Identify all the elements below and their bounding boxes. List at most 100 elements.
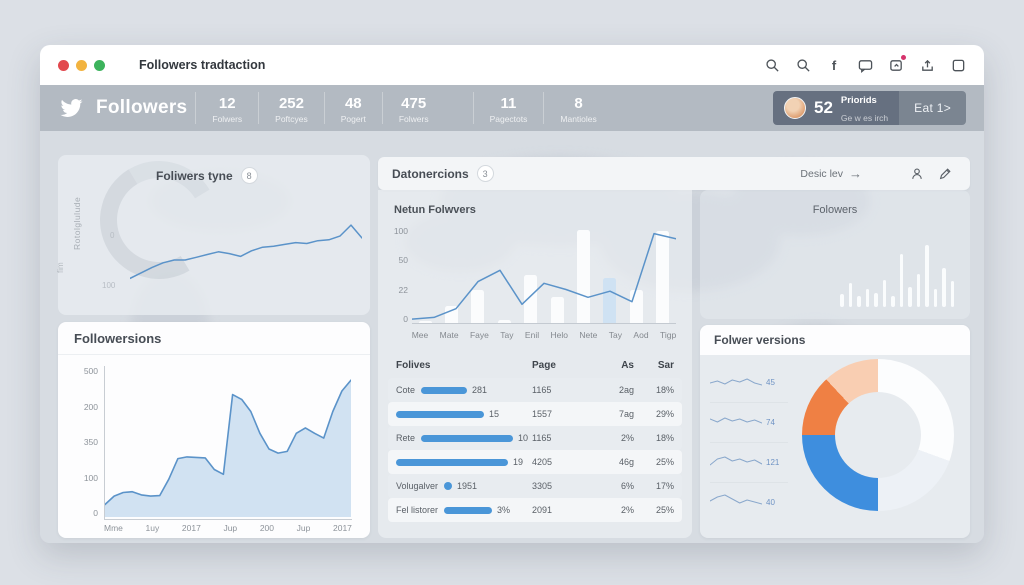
y-tick: 350 bbox=[83, 437, 98, 447]
header-stat: 12 Folwers bbox=[195, 91, 258, 125]
followers-type-axis-label: Rotolglulude bbox=[72, 196, 82, 250]
mini-bar bbox=[848, 282, 852, 307]
net-followers-bar bbox=[577, 229, 591, 323]
row-progress-bar bbox=[396, 410, 484, 418]
table-row: Cote 281 1165 2ag 18% bbox=[388, 378, 682, 402]
sparkline-item: 40 bbox=[710, 483, 788, 522]
close-window-button[interactable] bbox=[58, 59, 69, 71]
x-tick: Tay bbox=[500, 330, 514, 340]
share-icon[interactable] bbox=[919, 57, 935, 73]
avatar bbox=[784, 97, 806, 119]
x-tick: Tay bbox=[608, 330, 623, 340]
followers-type-card: Rotolglulude fim Foliwers tyne 8 0 100 bbox=[56, 148, 370, 315]
net-followers-bar bbox=[524, 274, 538, 323]
browser-window: Followers tradtaction f Followers 12 Folw… bbox=[40, 45, 984, 543]
table-row: Rete 10 1165 2% 18% bbox=[388, 426, 682, 450]
arrow-right-icon: → bbox=[849, 166, 862, 181]
interactions-header: Datonercions 3 Desic lev → bbox=[378, 157, 970, 190]
y-tick: 200 bbox=[83, 401, 98, 412]
x-tick: 1uy bbox=[145, 523, 160, 533]
followers-map-title: Folowers bbox=[812, 204, 858, 216]
minimize-window-button[interactable] bbox=[76, 59, 87, 71]
mini-bar bbox=[865, 288, 869, 307]
profile-badge[interactable]: 52 Priorids Ge w es irch Eat 1> bbox=[773, 91, 966, 125]
net-followers-bar bbox=[629, 290, 643, 323]
followers-mini-bar-chart bbox=[840, 245, 954, 307]
x-tick: Mee bbox=[411, 330, 429, 340]
followers-type-line-chart bbox=[130, 224, 362, 280]
header-stat: 48 Pogert bbox=[323, 91, 382, 125]
notification-dot bbox=[901, 55, 906, 60]
header-stat: 252 Poftcyes bbox=[258, 91, 324, 125]
x-tick: Faye bbox=[469, 330, 489, 340]
y-tick: 22 bbox=[398, 284, 408, 295]
x-tick: Enil bbox=[524, 330, 540, 340]
search-icon[interactable] bbox=[764, 57, 780, 73]
follower-versions-card: Folwer versions 45 74 121 40 bbox=[700, 325, 970, 538]
followersions-plot-frame bbox=[104, 366, 352, 520]
header-stat: 8 Mantioles bbox=[543, 91, 612, 125]
followers-type-tick-100: 100 bbox=[102, 281, 116, 290]
mini-bar bbox=[925, 245, 929, 307]
eat-button[interactable]: Eat 1> bbox=[899, 91, 966, 125]
mini-bar bbox=[874, 292, 878, 307]
edit-pencil-icon[interactable] bbox=[938, 167, 952, 181]
followersions-card: Followersions 500 200 350 100 0 Mme 1uy 2017 Ju… bbox=[58, 322, 370, 538]
followers-type-axis-label-2: fim bbox=[56, 262, 65, 273]
donut-hole bbox=[835, 392, 921, 478]
basic-view-link[interactable]: Desic lev → bbox=[800, 166, 862, 181]
header-stat: 475 Folwers bbox=[381, 91, 445, 125]
table-row: 15 1557 7ag 29% bbox=[388, 402, 682, 426]
user-icon[interactable] bbox=[910, 167, 924, 181]
x-tick: 200 bbox=[259, 523, 274, 533]
x-tick: Aod bbox=[633, 330, 649, 340]
zoom-search-icon[interactable] bbox=[795, 57, 811, 73]
followers-map-card: Folowers bbox=[700, 190, 970, 319]
y-tick: 0 bbox=[93, 508, 98, 518]
app-header: Followers 12 Folwers 252 Poftcyes 48 Pogert 47… bbox=[40, 85, 984, 131]
net-followers-bar bbox=[497, 320, 511, 323]
net-followers-bar bbox=[418, 321, 432, 323]
net-followers-bar bbox=[471, 290, 485, 323]
row-progress-bar bbox=[421, 434, 514, 442]
table-header-row: Folives Page As Sar bbox=[396, 359, 674, 371]
net-followers-x-axis: Mee Mate Faye Tay Enil Helo Nete Tay Aod Tigp bbox=[406, 330, 682, 340]
x-tick: Nete bbox=[579, 330, 598, 340]
y-tick: 100 bbox=[83, 472, 98, 483]
net-followers-y-axis: 100 50 22 0 bbox=[386, 226, 408, 324]
interactions-title: Datonercions bbox=[392, 166, 469, 181]
dashboard-content: Rotolglulude fim Foliwers tyne 8 0 100 F… bbox=[40, 131, 984, 543]
table-row: Volugalver 1951 3305 6% 17% bbox=[388, 474, 682, 498]
apps-notification-icon[interactable] bbox=[888, 55, 906, 73]
profile-count: 52 bbox=[814, 98, 833, 117]
table-row: 19 4205 46g 25% bbox=[388, 450, 682, 474]
mini-bar bbox=[857, 296, 861, 307]
x-tick: Mate bbox=[439, 330, 459, 340]
header-stat: 11 Pagectots bbox=[472, 91, 544, 125]
sparkline-item: 45 bbox=[710, 363, 788, 403]
row-progress-bar bbox=[444, 506, 493, 514]
interactions-badge: 3 bbox=[476, 165, 494, 182]
chat-icon[interactable] bbox=[857, 57, 873, 73]
follower-versions-donut-chart bbox=[802, 359, 954, 511]
y-tick: 500 bbox=[83, 366, 98, 376]
mini-bar bbox=[942, 268, 946, 307]
zoom-window-button[interactable] bbox=[94, 59, 105, 71]
profile-summary: 52 Priorids Ge w es irch bbox=[773, 91, 900, 125]
y-tick: 50 bbox=[398, 255, 408, 266]
net-followers-bar bbox=[603, 278, 617, 323]
x-tick: Mme bbox=[104, 523, 123, 533]
followersions-x-axis: Mme 1uy 2017 Jup 200 Jup 2017 bbox=[104, 523, 352, 533]
followers-type-tick-0: 0 bbox=[110, 231, 115, 240]
mini-bar bbox=[899, 253, 903, 307]
row-progress-bar bbox=[444, 482, 453, 490]
header-stats: 12 Folwers 252 Poftcyes 48 Pogert 475 Folwers 11… bbox=[195, 85, 612, 131]
net-followers-bar bbox=[550, 297, 564, 323]
basic-view-label: Desic lev bbox=[800, 167, 843, 180]
facebook-icon[interactable]: f bbox=[831, 57, 837, 73]
table-row: Fel listorer 3% 2091 2% 25% bbox=[388, 498, 682, 522]
mini-bar bbox=[891, 296, 895, 307]
window-icon[interactable] bbox=[950, 57, 966, 73]
followers-type-badge: 8 bbox=[240, 167, 258, 184]
x-tick: Helo bbox=[550, 330, 568, 340]
